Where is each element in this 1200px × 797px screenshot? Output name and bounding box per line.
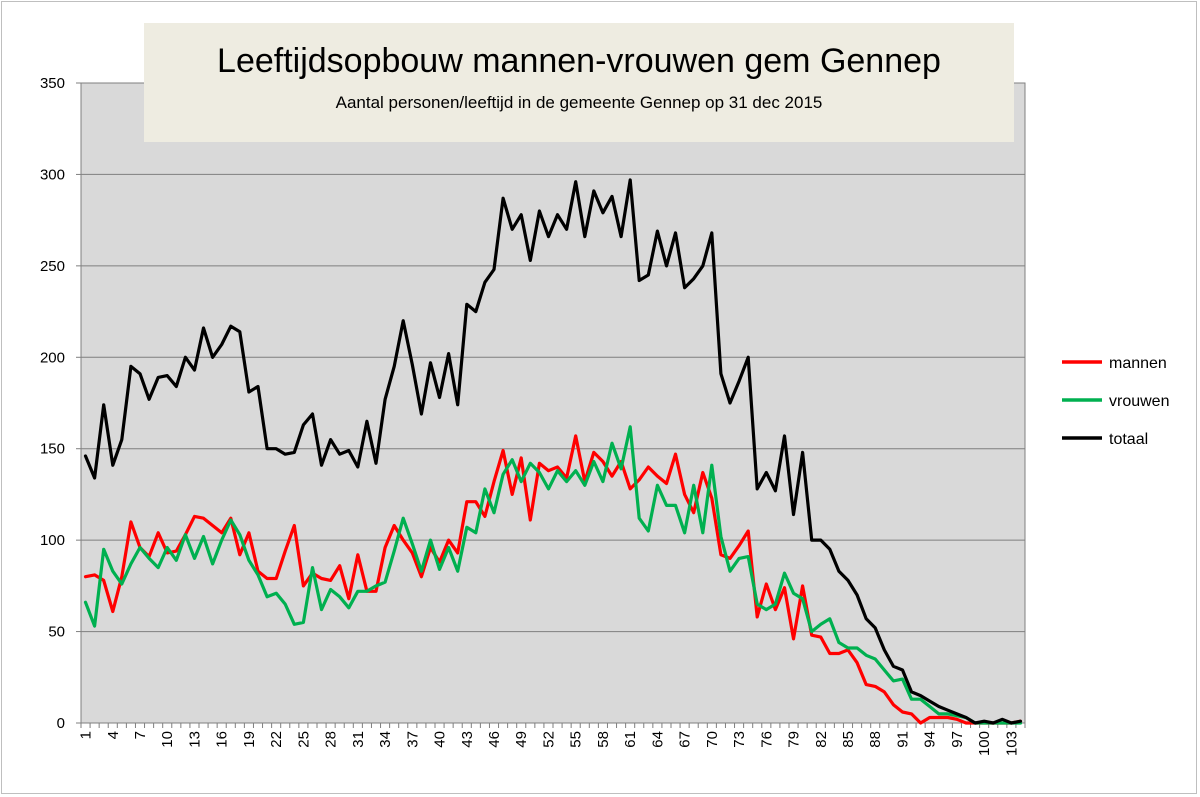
x-tick-label: 25 — [295, 731, 312, 748]
x-tick-label: 10 — [159, 731, 176, 748]
x-tick-label: 73 — [731, 731, 748, 748]
x-tick-label: 40 — [432, 731, 449, 748]
x-axis: 1 4 7 10 13 16 19 22 25 28 31 34 37 40 43 46 49 52 55 58 61 6… — [78, 722, 1026, 756]
y-tick-label: 0 — [57, 715, 65, 732]
x-tick-label: 37 — [404, 731, 421, 748]
x-tick-label: 1 — [78, 731, 95, 739]
y-tick-label: 50 — [48, 624, 65, 641]
x-tick-label: 28 — [323, 731, 340, 748]
plot-area — [80, 82, 1026, 724]
x-tick-label: 34 — [377, 731, 394, 748]
x-tick-label: 67 — [677, 731, 694, 748]
x-tick-label: 85 — [840, 731, 857, 748]
x-tick-label: 22 — [268, 731, 285, 748]
x-tick-label: 76 — [758, 731, 775, 748]
title-background — [144, 23, 1014, 142]
x-tick-label: 58 — [595, 731, 612, 748]
series-line-totaal — [83, 178, 1023, 725]
x-tick-label: 7 — [132, 731, 149, 739]
y-tick-label: 150 — [40, 441, 65, 458]
legend-label-mannen: mannen — [1109, 355, 1167, 372]
x-tick-label: 82 — [813, 731, 830, 748]
legend: mannen vrouwen totaal — [1062, 355, 1169, 448]
x-tick-label: 103 — [1003, 731, 1020, 756]
legend-label-totaal: totaal — [1109, 431, 1148, 448]
x-tick-label: 16 — [214, 731, 231, 748]
x-tick-label: 70 — [704, 731, 721, 748]
x-tick-label: 49 — [513, 731, 530, 748]
y-tick-label: 250 — [40, 258, 65, 275]
title-box: Leeftijdsopbouw mannen-vrouwen gem Genne… — [144, 23, 1014, 142]
x-tick-label: 79 — [786, 731, 803, 748]
series-line-mannen — [83, 434, 1023, 725]
series-lines — [83, 178, 1023, 725]
x-tick-label: 91 — [894, 731, 911, 748]
x-tick-label: 4 — [105, 731, 122, 739]
x-tick-label: 100 — [976, 731, 993, 756]
x-tick-label: 88 — [867, 731, 884, 748]
chart-subtitle: Aantal personen/leeftijd in de gemeente … — [336, 93, 823, 112]
x-tick-label: 13 — [186, 731, 203, 748]
x-tick-label: 19 — [241, 731, 258, 748]
x-tick-label: 43 — [459, 731, 476, 748]
x-tick-label: 55 — [568, 731, 585, 748]
legend-label-vrouwen: vrouwen — [1109, 393, 1169, 410]
x-tick-label: 61 — [622, 731, 639, 748]
x-tick-label: 97 — [949, 731, 966, 748]
x-tick-label: 31 — [350, 731, 367, 748]
y-tick-label: 350 — [40, 75, 65, 92]
y-tick-label: 300 — [40, 166, 65, 183]
y-tick-label: 200 — [40, 349, 65, 366]
y-tick-label: 100 — [40, 532, 65, 549]
x-tick-label: 52 — [540, 731, 557, 748]
series-line-vrouwen — [83, 425, 1023, 725]
x-tick-label: 46 — [486, 731, 503, 748]
x-tick-label: 94 — [922, 731, 939, 748]
x-tick-label: 64 — [649, 731, 666, 748]
chart-title: Leeftijdsopbouw mannen-vrouwen gem Genne… — [217, 42, 941, 80]
y-axis: 0 50 100 150 200 250 300 350 — [40, 75, 81, 732]
